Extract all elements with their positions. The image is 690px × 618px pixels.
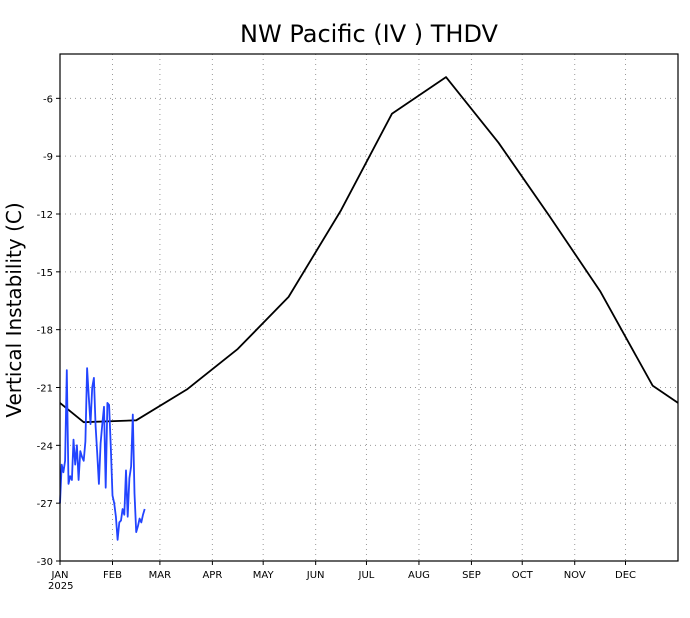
y-tick-label: -12 — [37, 210, 53, 221]
y-axis-label: Vertical Instability (C) — [2, 202, 26, 417]
chart-title: NW Pacific (IV ) THDV — [240, 20, 498, 48]
y-axis: -30 -27 -24 -21 -18 -15 -12 -9 -6 — [37, 94, 60, 568]
y-tick-label: -30 — [37, 557, 53, 568]
grid — [60, 54, 678, 561]
x-tick-label: FEB — [103, 570, 122, 581]
y-tick-label: -6 — [43, 94, 53, 105]
x-tick-label: JAN — [50, 570, 68, 581]
x-tick-label: OCT — [512, 570, 534, 581]
x-tick-label: MAY — [253, 570, 275, 581]
y-tick-label: -15 — [37, 268, 53, 279]
series-line-climatology — [59, 76, 679, 424]
y-tick-label: -21 — [37, 384, 53, 395]
x-tick-label: MAR — [149, 570, 171, 581]
year-label: 2025 — [48, 581, 73, 592]
x-tick-label: AUG — [408, 570, 430, 581]
x-tick-label: APR — [202, 570, 222, 581]
x-tick-label: NOV — [564, 570, 586, 581]
y-tick-label: -9 — [43, 152, 53, 163]
x-tick-label: SEP — [462, 570, 481, 581]
series-line-2025 — [59, 367, 146, 541]
y-tick-label: -18 — [37, 326, 53, 337]
x-axis: JAN FEB MAR APR MAY JUN JUL AUG SEP OCT NOV DEC — [50, 561, 636, 581]
plot-frame — [59, 53, 679, 562]
y-tick-label: -24 — [37, 441, 53, 452]
series-group — [59, 76, 679, 541]
x-tick-label: JUL — [358, 570, 375, 581]
x-tick-label: JUN — [306, 570, 325, 581]
x-tick-label: DEC — [615, 570, 636, 581]
y-tick-label: -27 — [37, 499, 53, 510]
